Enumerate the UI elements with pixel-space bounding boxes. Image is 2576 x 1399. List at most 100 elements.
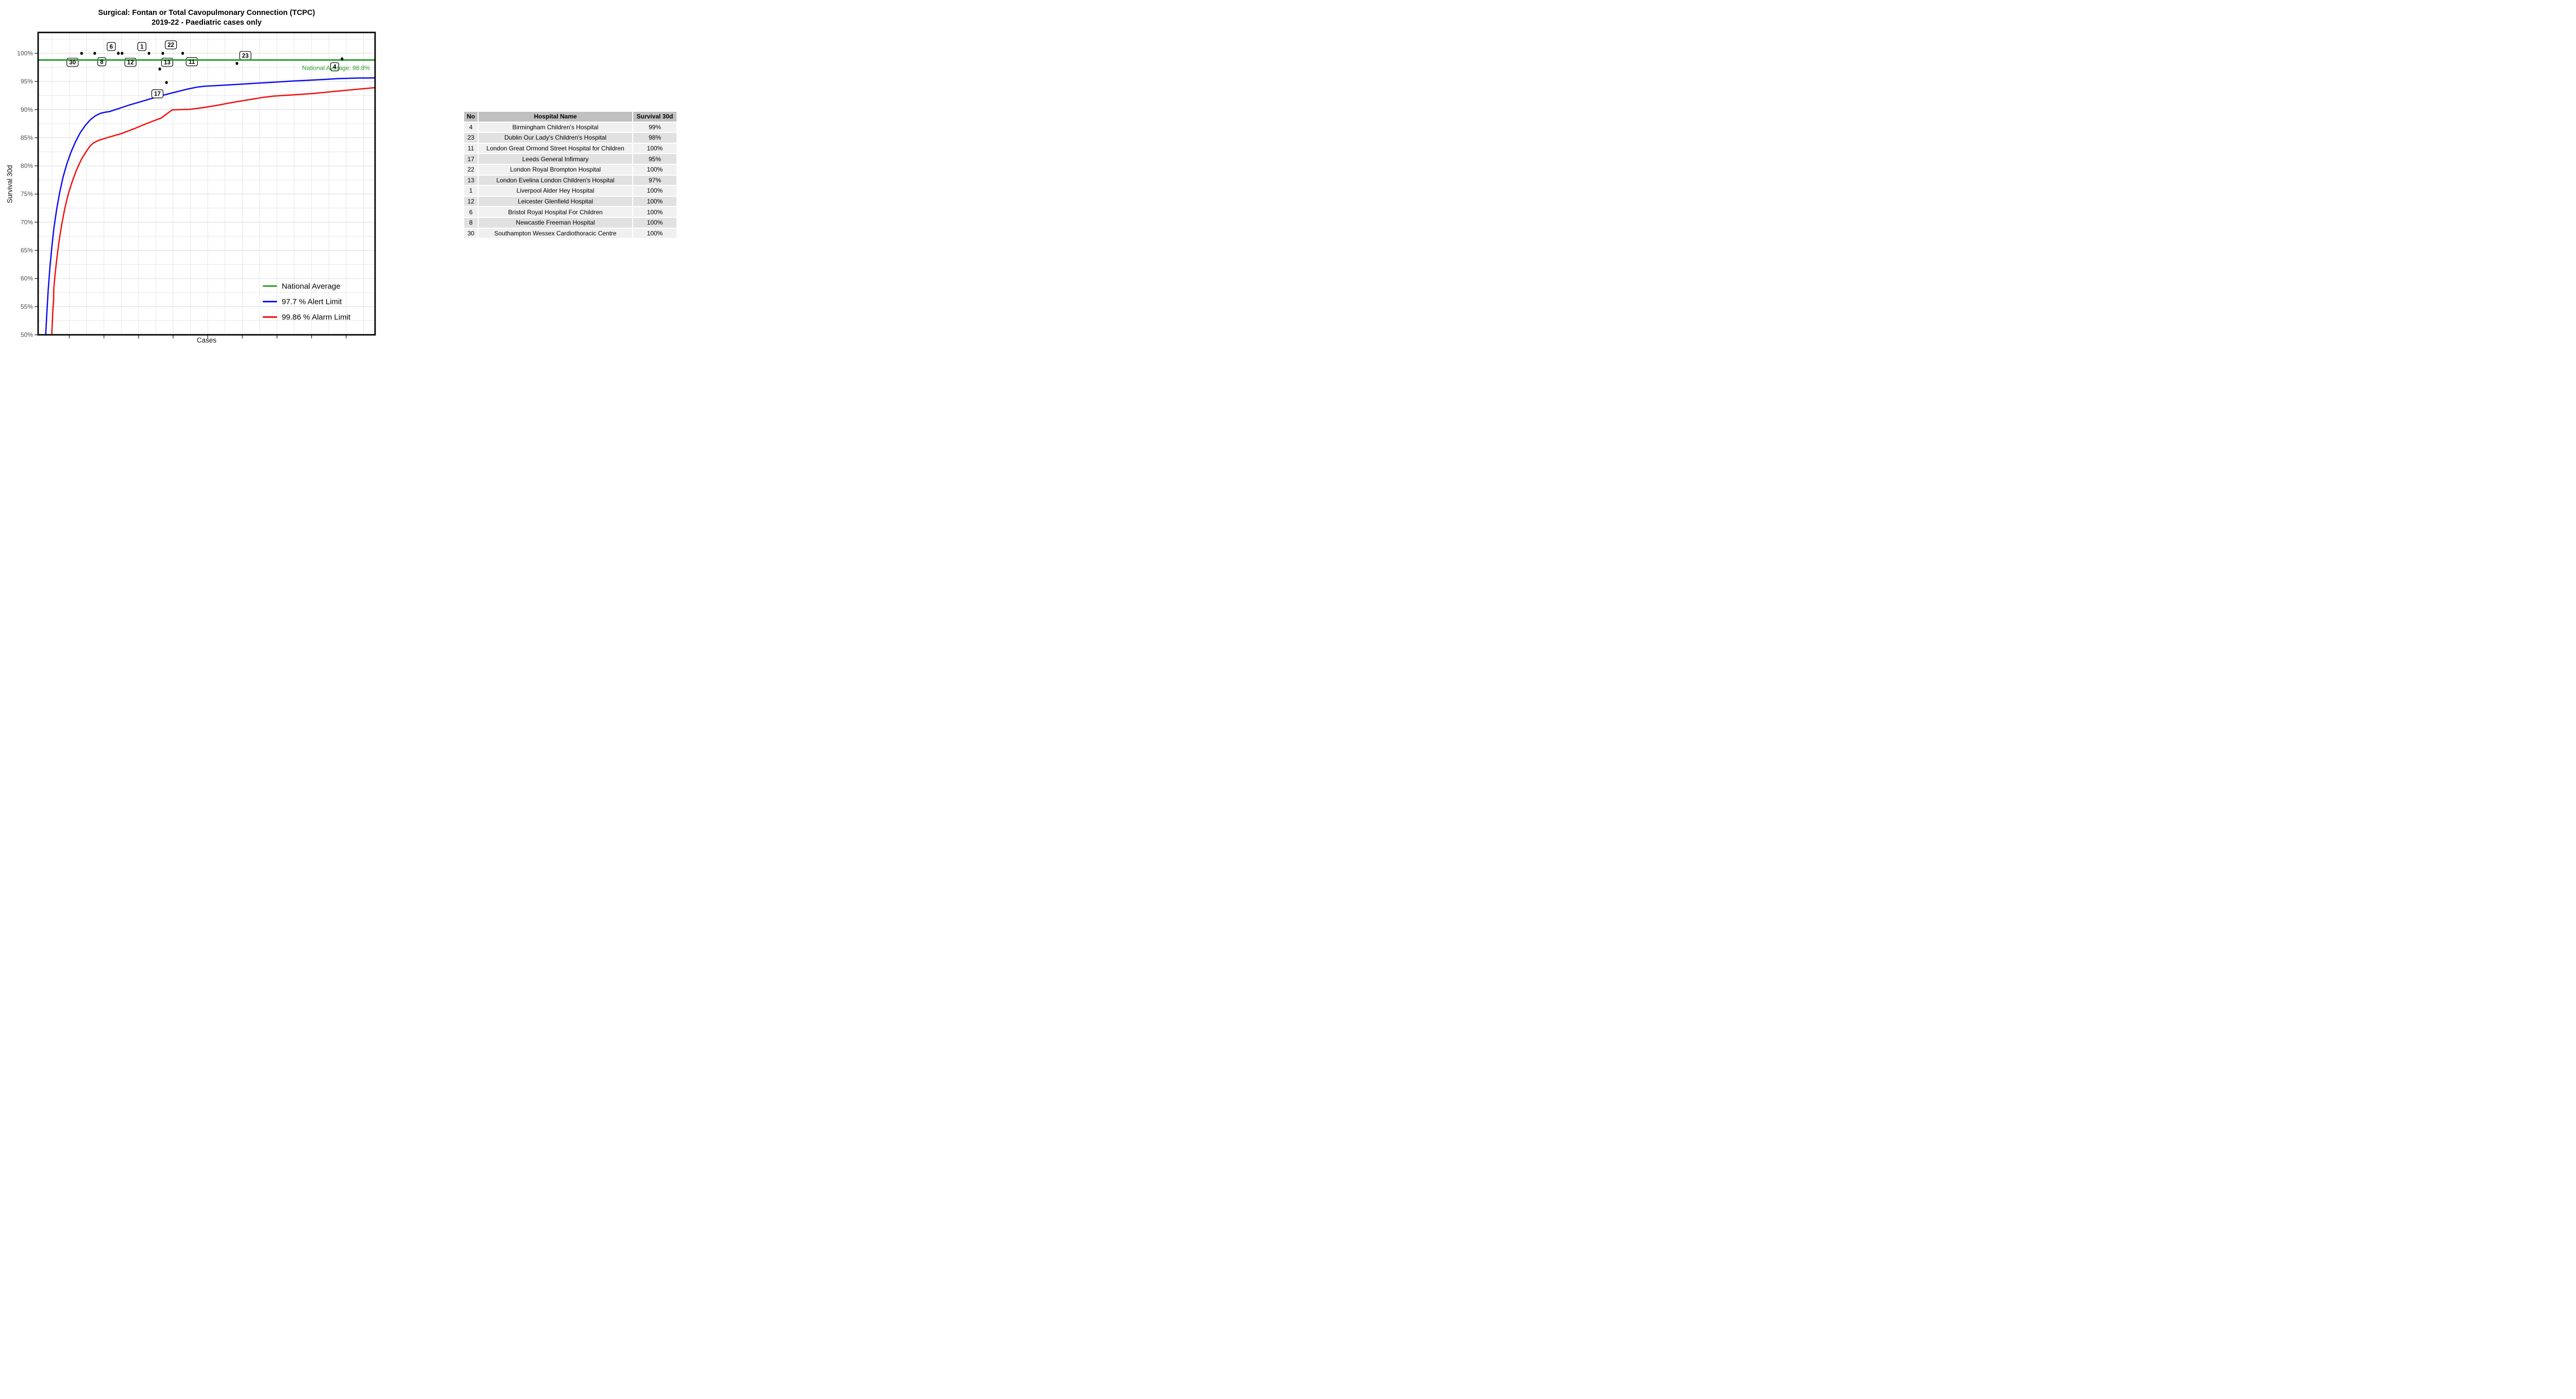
- table-cell: 95%: [633, 154, 676, 164]
- hospital-table-wrap: No Hospital Name Survival 30d 4 Birmingha…: [463, 111, 677, 239]
- hospital-label: 13: [164, 60, 171, 66]
- table-cell: 100%: [633, 186, 676, 196]
- hospital-table: No Hospital Name Survival 30d 4 Birmingha…: [463, 111, 677, 239]
- table-cell: 13: [464, 175, 478, 185]
- table-cell: Dublin Our Lady's Children's Hospital: [479, 133, 632, 143]
- alarm-limit-line: [51, 87, 376, 336]
- table-row: 6 Bristol Royal Hospital For Children 100%: [464, 207, 676, 217]
- hospital-label: 11: [189, 59, 195, 65]
- table-cell: 8: [464, 217, 478, 228]
- hospital-point-dot: [93, 52, 96, 55]
- table-cell: 97%: [633, 175, 676, 185]
- hospital-point-dot: [117, 52, 120, 55]
- table-cell: Southampton Wessex Cardiothoracic Centre: [479, 228, 632, 238]
- table-row: 8 Newcastle Freeman Hospital 100%: [464, 217, 676, 228]
- y-tick-label: 75%: [21, 191, 33, 198]
- legend-label: National Average: [282, 282, 341, 291]
- table-cell: London Great Ormond Street Hospital for …: [479, 143, 632, 153]
- table-cell: Liverpool Alder Hey Hospital: [479, 186, 632, 196]
- funnel-chart: Surgical: Fontan or Total Cavopulmonary …: [0, 0, 392, 350]
- y-tick-label: 50%: [21, 331, 33, 338]
- header-no: No: [464, 112, 478, 122]
- table-cell: Birmingham Children's Hospital: [479, 122, 632, 132]
- y-tick-label: 90%: [21, 106, 33, 113]
- table-cell: 100%: [633, 164, 676, 175]
- x-axis-title: Cases: [196, 336, 217, 344]
- header-survival-30d: Survival 30d: [633, 112, 676, 122]
- hospital-point-dot: [165, 81, 168, 84]
- table-cell: Leeds General Infirmary: [479, 154, 632, 164]
- table-row: 11 London Great Ormond Street Hospital fo…: [464, 143, 676, 153]
- table-row: 30 Southampton Wessex Cardiothoracic Cent…: [464, 228, 676, 238]
- hospital-point-dot: [235, 62, 239, 65]
- hospital-label: 4: [333, 64, 336, 71]
- table-cell: 1: [464, 186, 478, 196]
- hospital-label: 23: [242, 53, 249, 59]
- table-row: 4 Birmingham Children's Hospital 99%: [464, 122, 676, 132]
- hospital-label: 30: [69, 60, 76, 66]
- page: Surgical: Fontan or Total Cavopulmonary …: [0, 0, 760, 350]
- table-header-row: No Hospital Name Survival 30d: [464, 112, 676, 122]
- legend-label: 99.86 % Alarm Limit: [282, 313, 351, 321]
- table-cell: London Evelina London Children's Hospita…: [479, 175, 632, 185]
- legend-label: 97.7 % Alert Limit: [282, 298, 343, 306]
- table-cell: 98%: [633, 133, 676, 143]
- table-cell: 4: [464, 122, 478, 132]
- plot-panel-border: [37, 31, 376, 336]
- table-row: 13 London Evelina London Children's Hospi…: [464, 175, 676, 185]
- plot-svg: 50% 55% 60% 65% 70% 75% 80% 85% 90% 95% 100% Nation…: [17, 31, 376, 338]
- hospital-point-dot: [341, 57, 344, 61]
- hospital-point-dot: [158, 67, 161, 71]
- hospital-label: 6: [110, 44, 113, 50]
- hospital-points: [80, 52, 344, 84]
- chart-title: Surgical: Fontan or Total Cavopulmonary …: [98, 9, 315, 17]
- hospital-label: 17: [154, 91, 161, 97]
- hospital-point-dot: [147, 52, 150, 55]
- table-cell: 12: [464, 196, 478, 207]
- header-hospital-name: Hospital Name: [479, 112, 632, 122]
- table-row: 17 Leeds General Infirmary 95%: [464, 154, 676, 164]
- table-cell: 100%: [633, 207, 676, 217]
- table-row: 1 Liverpool Alder Hey Hospital 100%: [464, 186, 676, 196]
- legend: National Average 97.7 % Alert Limit 99.86 …: [263, 282, 351, 321]
- y-tick-label: 80%: [21, 162, 33, 169]
- y-tick-label: 65%: [21, 247, 33, 254]
- table-cell: 100%: [633, 217, 676, 228]
- table-cell: 100%: [633, 143, 676, 153]
- gridlines: [38, 32, 375, 335]
- table-row: 23 Dublin Our Lady's Children's Hospital 9…: [464, 133, 676, 143]
- table-cell: Bristol Royal Hospital For Children: [479, 207, 632, 217]
- table-cell: London Royal Brompton Hospital: [479, 164, 632, 175]
- y-axis-title: Survival 30d: [6, 165, 14, 203]
- hospital-label-boxes: [66, 40, 340, 98]
- table-cell: 22: [464, 164, 478, 175]
- chart-subtitle: 2019-22 - Paediatric cases only: [151, 19, 262, 27]
- hospital-point-dot: [121, 52, 124, 55]
- hospital-point-dot: [181, 52, 184, 55]
- hospital-point-dot: [161, 52, 164, 55]
- table-cell: Leicester Glenfield Hospital: [479, 196, 632, 207]
- table-row: 22 London Royal Brompton Hospital 100%: [464, 164, 676, 175]
- table-cell: 30: [464, 228, 478, 238]
- hospital-label: 12: [127, 60, 134, 66]
- table-cell: 11: [464, 143, 478, 153]
- hospital-label: 22: [167, 42, 174, 48]
- alert-limit-line: [45, 77, 376, 336]
- table-cell: 6: [464, 207, 478, 217]
- y-tick-label: 95%: [21, 78, 33, 85]
- table-cell: 17: [464, 154, 478, 164]
- y-tick-label: 70%: [21, 218, 33, 226]
- table-cell: 99%: [633, 122, 676, 132]
- y-tick-label: 55%: [21, 303, 33, 310]
- national-average-annotation: National Average: 98.8%: [302, 64, 370, 72]
- table-cell: 100%: [633, 196, 676, 207]
- table-cell: Newcastle Freeman Hospital: [479, 217, 632, 228]
- hospital-labels: 30 8 6 12 1 22 13 17 11 23 4: [69, 42, 336, 97]
- hospital-point-dot: [80, 52, 83, 55]
- table-cell: 23: [464, 133, 478, 143]
- table-cell: 100%: [633, 228, 676, 238]
- chart-title-block: Surgical: Fontan or Total Cavopulmonary …: [38, 8, 375, 28]
- hospital-label: 8: [100, 59, 104, 65]
- y-tick-label: 60%: [21, 275, 33, 282]
- y-tick-label: 85%: [21, 134, 33, 141]
